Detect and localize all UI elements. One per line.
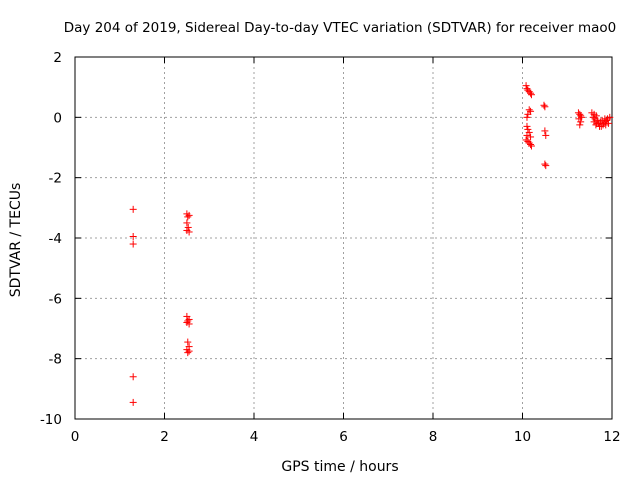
data-point <box>541 160 549 168</box>
data-point <box>522 136 530 144</box>
data-point <box>542 162 550 170</box>
x-axis: 0 2 4 6 8 10 12 <box>71 57 621 445</box>
data-point <box>129 205 137 213</box>
grid <box>75 57 612 419</box>
data-point <box>184 349 192 357</box>
data-point <box>527 133 535 141</box>
x-tick-label: 6 <box>339 429 348 445</box>
data-point <box>523 131 531 139</box>
data-point <box>129 373 137 381</box>
data-point <box>184 317 192 325</box>
data-point <box>523 122 531 130</box>
data-point <box>185 320 193 328</box>
data-point <box>527 91 535 99</box>
y-tick-label: 0 <box>53 110 62 126</box>
data-point <box>527 89 535 97</box>
x-tick-label: 0 <box>71 429 80 445</box>
data-point <box>184 213 192 221</box>
data-point <box>592 121 600 129</box>
data-points <box>129 82 614 406</box>
data-point <box>524 110 532 118</box>
y-tick-label: -10 <box>40 412 62 428</box>
data-point <box>593 119 601 127</box>
data-point <box>578 113 586 121</box>
data-point <box>596 118 604 126</box>
x-tick-label: 2 <box>160 429 169 445</box>
data-point <box>601 115 609 123</box>
data-point <box>606 113 614 121</box>
y-tick-label: -8 <box>49 352 62 368</box>
data-point <box>577 112 585 120</box>
data-point <box>183 219 191 227</box>
y-axis-label: SDTVAR / TECUs <box>8 183 24 298</box>
y-tick-label: -2 <box>49 171 62 187</box>
x-tick-label: 12 <box>603 429 620 445</box>
x-tick-label: 4 <box>250 429 259 445</box>
data-point <box>527 140 535 148</box>
data-point <box>523 113 531 121</box>
y-tick-label: 2 <box>53 50 62 66</box>
data-point <box>576 121 584 129</box>
data-point <box>540 101 548 109</box>
data-point <box>185 228 193 236</box>
data-point <box>129 232 137 240</box>
x-tick-label: 10 <box>514 429 531 445</box>
data-point <box>577 118 585 126</box>
data-point <box>184 223 192 231</box>
data-point <box>592 112 600 120</box>
chart-title: Day 204 of 2019, Sidereal Day-to-day VTE… <box>64 20 616 36</box>
x-axis-label: GPS time / hours <box>281 459 398 475</box>
data-point <box>542 131 550 139</box>
data-point <box>184 338 192 346</box>
data-point <box>576 110 584 118</box>
data-point <box>525 106 533 114</box>
data-point <box>185 211 193 219</box>
data-point <box>129 398 137 406</box>
data-point <box>522 82 530 90</box>
data-point <box>129 240 137 248</box>
data-point <box>541 127 549 135</box>
data-point <box>589 113 597 121</box>
y-tick-label: -4 <box>49 231 62 247</box>
data-point <box>524 125 532 133</box>
y-axis: 2 0 -2 -4 -6 -8 -10 <box>40 50 612 428</box>
x-tick-label: 8 <box>429 429 438 445</box>
data-point <box>602 121 610 129</box>
y-tick-label: -6 <box>49 291 62 307</box>
data-point <box>541 103 549 111</box>
data-point <box>185 347 193 355</box>
data-point <box>527 142 535 150</box>
